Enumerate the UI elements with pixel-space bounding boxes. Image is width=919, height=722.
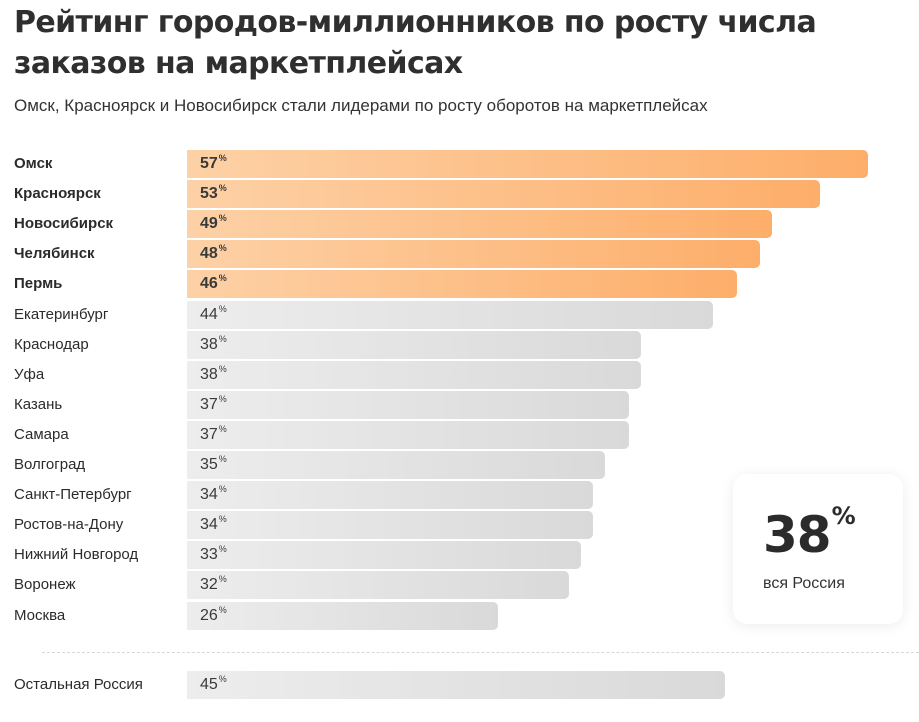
bar-value: 38%	[200, 363, 227, 383]
bar-row: Пермь 46%	[0, 270, 919, 299]
bar	[187, 300, 713, 329]
bar-label: Екатеринбург	[14, 305, 109, 323]
bar-row: Воронеж 32%	[0, 571, 919, 600]
bar	[187, 240, 761, 269]
bar	[187, 330, 641, 359]
bar-value: 38%	[200, 333, 227, 353]
bar-label: Ростов-на-Дону	[14, 516, 124, 534]
chart-subtitle: Омск, Красноярск и Новосибирск стали лид…	[14, 96, 708, 115]
bar-label: Казань	[14, 395, 63, 413]
bar-label: Нижний Новгород	[14, 546, 139, 564]
bar-label: Воронеж	[14, 576, 76, 594]
bar-value: 49%	[200, 213, 227, 233]
bar-row: Казань 37%	[0, 390, 919, 419]
bar-label: Новосибирск	[14, 215, 114, 233]
bar-value: 37%	[200, 423, 227, 443]
bar	[187, 571, 570, 600]
bar-label: Пермь	[14, 275, 63, 293]
bar-value: 45%	[200, 674, 227, 693]
bar-row: Ростов-на-Дону 34%	[0, 511, 919, 540]
summary-caption: вся Россия	[763, 575, 845, 592]
bar-row: Нижний Новгород 33%	[0, 541, 919, 570]
bar-label: Волгоград	[14, 456, 86, 473]
bar-row: Челябинск 48%	[0, 240, 919, 269]
bar-value: 53%	[200, 183, 227, 203]
bar	[187, 451, 606, 479]
bar-row: Екатеринбург 44%	[0, 300, 919, 329]
bar-label: Омск	[14, 155, 53, 172]
bar	[187, 390, 630, 419]
bar	[187, 270, 737, 299]
bar-value: 48%	[200, 243, 227, 263]
bar-value: 34%	[200, 484, 227, 504]
bar-row: Омск 57%	[0, 150, 919, 178]
bar	[187, 511, 594, 540]
bar-row: Самара 37%	[0, 420, 919, 449]
bar-value: 35%	[200, 454, 227, 473]
bar-row: Новосибирск 49%	[0, 210, 919, 239]
bar	[187, 360, 641, 389]
bar-value: 37%	[200, 393, 227, 413]
bar-row: Краснодар 38%	[0, 330, 919, 359]
bar	[187, 150, 868, 178]
bar-value: 57%	[200, 153, 227, 172]
bar-row: Санкт-Петербург 34%	[0, 481, 919, 510]
chart-title: Рейтинг городов-миллионников по росту чи…	[14, 5, 817, 81]
bar	[187, 180, 821, 209]
bar-label: Челябинск	[14, 245, 95, 263]
bar-label: Москва	[14, 606, 66, 624]
bar-value: 26%	[200, 604, 227, 624]
bar-value: 46%	[200, 273, 227, 293]
summary-card: 38% вся Россия	[733, 474, 903, 624]
bar-label: Санкт-Петербург	[14, 486, 132, 504]
bar-value: 34%	[200, 514, 227, 534]
bar	[187, 671, 725, 699]
bar	[187, 541, 582, 570]
bar-row: Красноярск 53%	[0, 180, 919, 209]
bar-row-rest-of-russia: Остальная Россия 45%	[0, 671, 919, 699]
summary-value: 38%	[763, 502, 856, 564]
bar-row: Уфа 38%	[0, 360, 919, 389]
bar-value: 44%	[200, 303, 227, 323]
bar	[187, 210, 773, 239]
bar-value: 33%	[200, 544, 227, 564]
bar	[187, 601, 498, 630]
bar-label: Красноярск	[14, 185, 101, 203]
bar-row: Москва 26%	[0, 601, 919, 630]
bar-row: Волгоград 35%	[0, 451, 919, 479]
bar-label: Самара	[14, 425, 69, 443]
divider	[42, 652, 919, 653]
bar-label: Уфа	[14, 365, 45, 383]
bar-label: Остальная Россия	[14, 676, 143, 693]
bar	[187, 481, 594, 510]
bar-label: Краснодар	[14, 335, 89, 353]
bar	[187, 420, 630, 449]
bar-value: 32%	[200, 574, 227, 594]
